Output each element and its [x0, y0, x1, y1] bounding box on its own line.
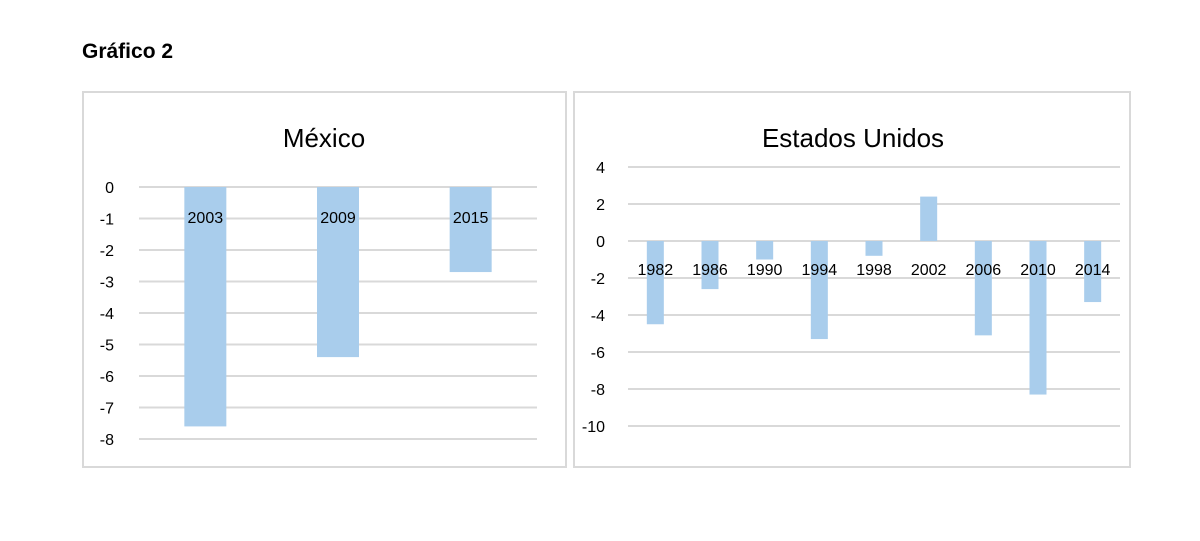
- y-tick-label: -4: [100, 306, 114, 323]
- bar-1982: [646, 241, 664, 325]
- category-label: 2003: [188, 210, 224, 227]
- category-label: 1998: [856, 262, 892, 279]
- bar-2002: [920, 196, 938, 241]
- category-label: 2015: [453, 210, 489, 227]
- category-label: 2014: [1075, 262, 1111, 279]
- y-tick-label: -5: [100, 338, 114, 355]
- y-tick-label: 0: [105, 180, 114, 197]
- figure-title: Gráfico 2: [82, 40, 174, 63]
- bar-2014: [1084, 241, 1102, 303]
- y-tick-label: -1: [100, 212, 114, 229]
- category-label: 2002: [911, 262, 947, 279]
- y-tick-label: -2: [100, 243, 114, 260]
- y-tick-label: -2: [591, 271, 605, 288]
- category-label: 2006: [966, 262, 1002, 279]
- y-tick-label: -8: [100, 432, 114, 449]
- category-label: 1990: [747, 262, 783, 279]
- y-tick-label: -10: [582, 419, 605, 436]
- category-label: 1994: [802, 262, 838, 279]
- chart-title-mexico: México: [283, 123, 365, 153]
- y-tick-label: -3: [100, 275, 114, 292]
- category-label: 2009: [320, 210, 356, 227]
- y-tick-label: -6: [100, 369, 114, 386]
- y-tick-label: -8: [591, 382, 605, 399]
- bar-2006: [974, 241, 992, 336]
- chart-panel-mexico: México 0 -1 -2 -3 -4 -5 -6 -7 -8 2003 2009 2015: [82, 91, 567, 468]
- y-tick-label: 2: [596, 197, 605, 214]
- y-tick-label: -4: [591, 308, 605, 325]
- bar-1986: [701, 241, 719, 290]
- chart-estados-unidos: Estados Unidos 4 2 0 -2 -4 -6 -8 -10 1982 1986 199…: [582, 123, 1120, 436]
- chart-panel-estados-unidos: Estados Unidos 4 2 0 -2 -4 -6 -8 -10 1982 1986 199…: [573, 91, 1131, 468]
- bar-1998: [865, 241, 883, 256]
- category-label: 2010: [1020, 262, 1056, 279]
- y-tick-label: -6: [591, 345, 605, 362]
- bar-2003: [184, 187, 227, 427]
- chart-mexico: México 0 -1 -2 -3 -4 -5 -6 -7 -8 2003 2009 2015: [100, 123, 537, 449]
- bar-2010: [1029, 241, 1047, 395]
- y-tick-label: -7: [100, 401, 114, 418]
- bar-2015: [449, 187, 492, 273]
- y-tick-label: 4: [596, 160, 605, 177]
- chart-title-estados-unidos: Estados Unidos: [762, 123, 944, 153]
- category-label: 1986: [692, 262, 728, 279]
- bar-1990: [756, 241, 774, 260]
- bar-1994: [810, 241, 828, 340]
- bar-2009: [317, 187, 359, 358]
- category-label: 1982: [638, 262, 674, 279]
- y-tick-label: 0: [596, 234, 605, 251]
